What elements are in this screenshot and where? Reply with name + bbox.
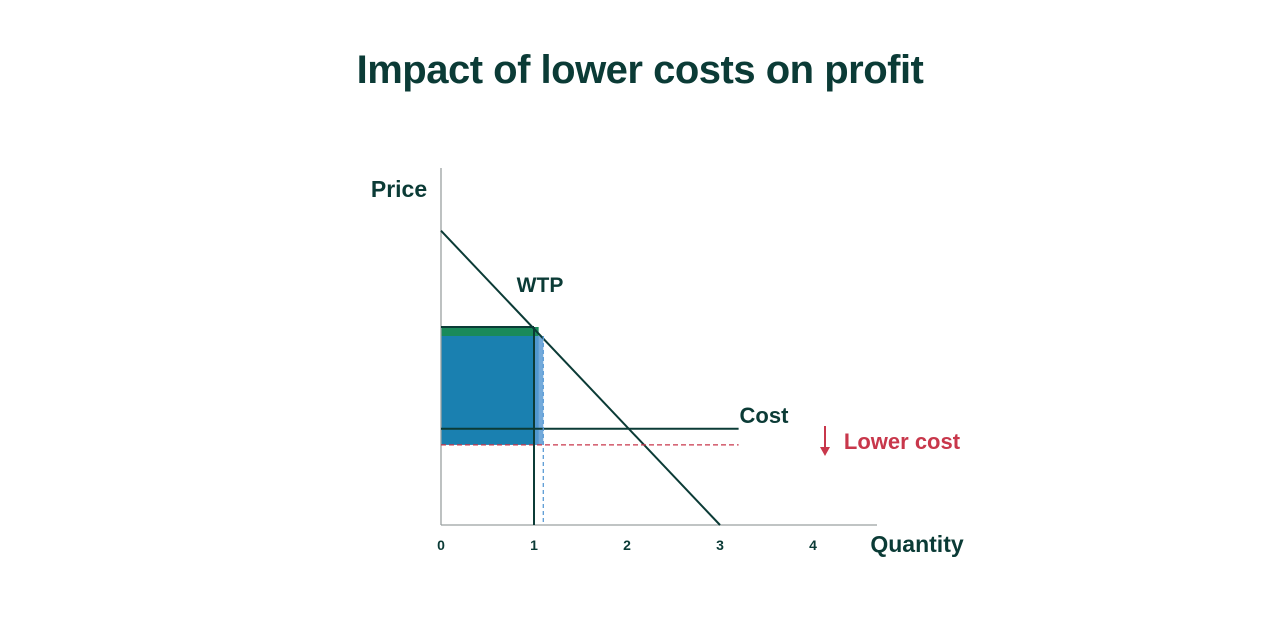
x-tick-label: 1	[530, 537, 538, 553]
down-arrow-icon	[820, 426, 830, 456]
cost-label: Cost	[740, 403, 790, 428]
y-axis-label: Price	[371, 176, 427, 202]
gain-strip	[534, 336, 544, 445]
shaded-area-0	[441, 336, 539, 445]
x-tick-label: 3	[716, 537, 724, 553]
shaded-area-1	[441, 327, 539, 336]
x-tick-label: 2	[623, 537, 631, 553]
wtp-label: WTP	[517, 274, 564, 297]
axes	[440, 168, 877, 526]
chart-title: Impact of lower costs on profit	[356, 48, 924, 92]
wtp-line	[440, 230, 721, 526]
x-tick-label: 4	[809, 537, 817, 553]
series-lines	[440, 230, 739, 526]
shaded-areas	[441, 327, 544, 445]
labels: 0 1 2 3 4 Price Quantity WTP Cost Lower cost	[371, 176, 964, 557]
arrow-head	[820, 447, 830, 456]
x-axis-label: Quantity	[870, 531, 963, 557]
x-tick-label: 0	[437, 537, 445, 553]
lower-cost-label: Lower cost	[844, 429, 961, 454]
